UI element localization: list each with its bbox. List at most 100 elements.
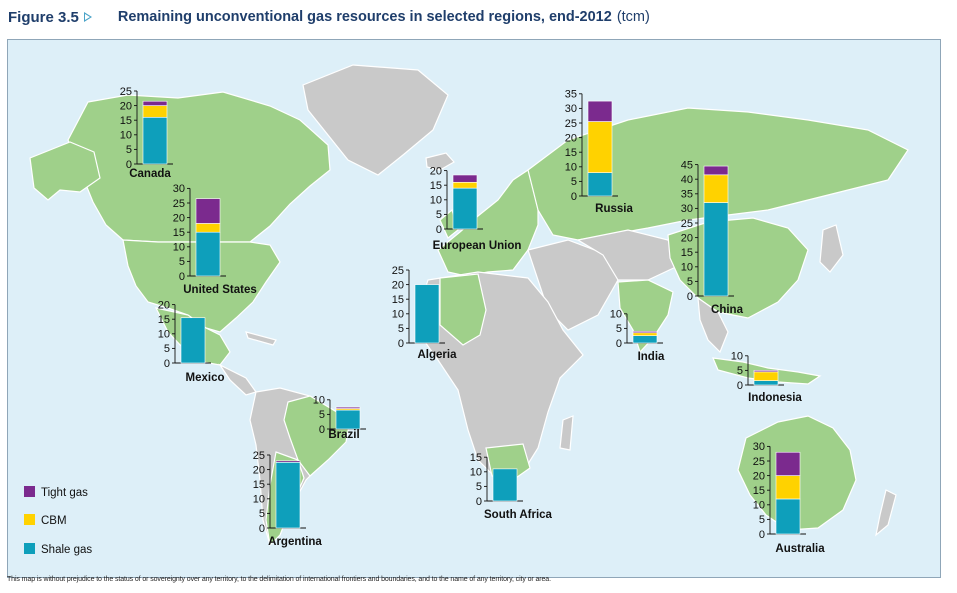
region-label-united-states: United States	[183, 284, 257, 296]
new-zealand-shape	[875, 489, 897, 537]
tick-label: 20	[253, 464, 265, 476]
bar-australia-cbm	[775, 475, 801, 500]
bar-china-shale	[703, 202, 729, 297]
bar-european-union-tight	[452, 174, 478, 183]
tick-label: 0	[259, 523, 265, 535]
brazil-shape	[283, 395, 351, 477]
chart-european-union: 0 5 10 15 20 European Union	[430, 165, 522, 252]
chart-russia: 0 5 10 15 20 25 30 35 Russia	[565, 89, 634, 215]
tick-label: 0	[737, 380, 743, 392]
tick-label: 15	[430, 180, 442, 192]
bar-united-states-tight	[195, 198, 221, 224]
bar-china-tight	[703, 165, 729, 176]
tick-label: 45	[681, 159, 693, 171]
tick-label: 0	[436, 224, 442, 236]
tick-label: 15	[173, 227, 185, 239]
tick-label: 5	[259, 508, 265, 520]
bar-canada-tight	[142, 100, 168, 106]
bar-mexico-shale	[180, 317, 206, 364]
bar-china-cbm	[703, 174, 729, 203]
tick-label: 10	[731, 351, 743, 363]
region-label-china: China	[711, 304, 744, 316]
bar-canada-shale	[142, 116, 168, 165]
chart-australia: 0 5 10 15 20 25 30 Australia	[753, 441, 825, 555]
bar-australia-tight	[775, 451, 801, 476]
map-frame: 0 5 10 15 20 25 Canada 0 5 10 15 20 25 30 United State…	[7, 39, 941, 578]
tick-label: 30	[173, 183, 185, 195]
bar-brazil-shale	[335, 409, 361, 430]
tick-label: 25	[173, 198, 185, 210]
chart-canada: 0 5 10 15 20 25 Canada	[120, 86, 173, 180]
legend-swatch-shale	[24, 543, 35, 554]
bar-united-states-shale	[195, 231, 221, 277]
tick-label: 15	[681, 247, 693, 259]
bar-russia-tight	[587, 100, 613, 122]
tick-label: 5	[398, 323, 404, 335]
bar-brazil-tight	[335, 406, 361, 409]
bar-australia-shale	[775, 498, 801, 535]
figure-arrow-icon	[83, 12, 92, 22]
tick-label: 0	[179, 271, 185, 283]
bar-argentina-tight	[275, 460, 301, 463]
usa-shape	[122, 239, 281, 333]
region-label-brazil: Brazil	[328, 429, 359, 441]
tick-label: 10	[253, 494, 265, 506]
figure-title: Remaining unconventional gas resources i…	[117, 9, 612, 25]
tick-label: 25	[392, 265, 404, 277]
tick-label: 35	[681, 189, 693, 201]
chart-brazil: 0 5 10 Brazil	[313, 395, 366, 441]
tick-label: 0	[759, 529, 765, 541]
tick-label: 25	[681, 218, 693, 230]
tick-label: 0	[164, 358, 170, 370]
canada-shape	[67, 91, 331, 243]
tick-label: 10	[565, 162, 577, 174]
legend-label-cbm: CBM	[41, 515, 67, 527]
tick-label: 15	[158, 314, 170, 326]
tick-label: 25	[565, 118, 577, 130]
tick-label: 10	[610, 309, 622, 321]
legend-label-shale: Shale gas	[41, 544, 92, 556]
bar-algeria-shale	[414, 284, 440, 344]
tick-label: 40	[681, 174, 693, 186]
chart-algeria: 0 5 10 15 20 25 Algeria	[392, 265, 457, 361]
region-label-russia: Russia	[595, 203, 633, 215]
tick-label: 0	[616, 338, 622, 350]
bar-india-tight	[632, 331, 658, 334]
bar-russia-shale	[587, 172, 613, 197]
tick-label: 10	[313, 395, 325, 407]
tick-label: 5	[571, 176, 577, 188]
bar-indonesia-cbm	[753, 371, 779, 381]
tick-label: 10	[470, 467, 482, 479]
bar-united-states-cbm	[195, 223, 221, 233]
tick-label: 15	[753, 485, 765, 497]
figure-label: Figure 3.5	[8, 8, 79, 26]
legend: Tight gas CBM Shale gas	[24, 486, 92, 556]
tick-label: 20	[681, 232, 693, 244]
region-label-algeria: Algeria	[418, 349, 458, 361]
legend-label-tight: Tight gas	[41, 487, 88, 499]
bar-india-shale	[632, 335, 658, 344]
tick-label: 35	[565, 89, 577, 101]
madagascar-shape	[559, 415, 574, 451]
bar-india-cbm	[632, 332, 658, 336]
tick-label: 15	[120, 115, 132, 127]
tick-label: 0	[687, 291, 693, 303]
tick-label: 20	[430, 165, 442, 177]
tick-label: 5	[319, 409, 325, 421]
figure-header: Figure 3.5 Remaining unconventional gas …	[8, 6, 650, 28]
tick-label: 30	[681, 203, 693, 215]
region-label-australia: Australia	[775, 543, 825, 555]
footnote: This map is without prejudice to the sta…	[7, 576, 551, 583]
tick-label: 20	[753, 470, 765, 482]
tick-label: 15	[565, 147, 577, 159]
legend-swatch-cbm	[24, 514, 35, 525]
tick-label: 10	[430, 195, 442, 207]
tick-label: 20	[173, 212, 185, 224]
tick-label: 5	[164, 343, 170, 355]
tick-label: 0	[571, 191, 577, 203]
tick-label: 5	[476, 481, 482, 493]
tick-label: 5	[616, 323, 622, 335]
chart-united-states: 0 5 10 15 20 25 30 United States	[173, 183, 257, 296]
tick-label: 5	[436, 209, 442, 221]
